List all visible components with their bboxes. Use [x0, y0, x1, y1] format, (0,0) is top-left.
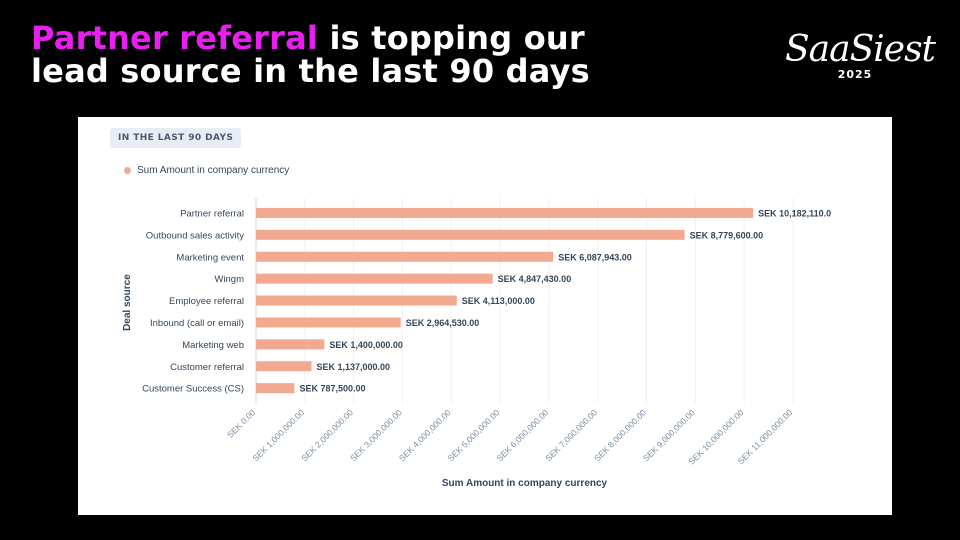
- category-label: Marketing event: [176, 252, 244, 263]
- date-range-badge: IN THE LAST 90 DAYS: [110, 128, 242, 148]
- x-tick-label: SEK 9,000,000.00: [641, 407, 697, 463]
- category-label: Partner referral: [180, 208, 244, 219]
- x-tick-label: SEK 8,000,000.00: [592, 407, 648, 463]
- x-tick-label: SEK 4,000,000.00: [397, 407, 453, 463]
- category-label: Wingm: [214, 274, 244, 285]
- bar: [256, 251, 554, 262]
- saasiest-logo: SaaSiest 2025: [785, 29, 936, 82]
- category-label: Inbound (call or email): [150, 318, 244, 329]
- x-tick-label: SEK 3,000,000.00: [348, 407, 404, 463]
- headline-line-1-rest: is topping our: [318, 19, 585, 57]
- legend-swatch: [124, 167, 131, 174]
- chart-card: IN THE LAST 90 DAYS Sum Amount in compan…: [78, 117, 892, 515]
- bar: [256, 339, 325, 350]
- x-tick-label: SEK 0.00: [225, 407, 258, 440]
- data-label: SEK 8,779,600.00: [690, 230, 764, 240]
- legend-label: Sum Amount in company currency: [137, 165, 290, 176]
- data-label: SEK 1,400,000.00: [329, 340, 403, 350]
- logo-wordmark: SaaSiest: [785, 29, 936, 70]
- data-label: SEK 1,137,000.00: [317, 362, 391, 372]
- x-tick-label: SEK 6,000,000.00: [494, 407, 550, 463]
- x-tick-label: SEK 5,000,000.00: [446, 407, 502, 463]
- headline-line-2: lead source in the last 90 days: [31, 52, 590, 90]
- category-label: Outbound sales activity: [146, 230, 244, 241]
- data-label: SEK 4,113,000.00: [462, 296, 535, 306]
- bar: [256, 361, 312, 372]
- headline-highlight: Partner referral: [31, 19, 319, 57]
- headline-line-1: Partner referral is topping our: [31, 22, 590, 55]
- bar: [256, 383, 295, 394]
- bar: [256, 273, 493, 284]
- data-label: SEK 6,087,943.00: [558, 252, 632, 262]
- x-axis-title: Sum Amount in company currency: [442, 478, 608, 489]
- x-tick-label: SEK 1,000,000.00: [250, 407, 306, 463]
- category-label: Customer Success (CS): [142, 384, 244, 395]
- category-label: Marketing web: [182, 340, 244, 351]
- bar: [256, 295, 457, 306]
- category-label: Customer referral: [170, 362, 244, 373]
- data-label: SEK 787,500.00: [299, 384, 365, 394]
- x-tick-label: SEK 7,000,000.00: [543, 407, 599, 463]
- category-label: Employee referral: [169, 296, 244, 307]
- y-axis-title: Deal source: [122, 274, 133, 331]
- slide-headline: Partner referral is topping our lead sou…: [31, 22, 590, 88]
- chart-legend: Sum Amount in company currency: [124, 165, 289, 176]
- bar: [256, 317, 401, 328]
- data-label: SEK 2,964,530.00: [406, 318, 480, 328]
- x-tick-label: SEK 11,000,000.00: [736, 407, 795, 466]
- bar: [256, 207, 754, 218]
- data-label: SEK 10,182,110.0: [758, 208, 831, 218]
- bar: [256, 229, 685, 240]
- x-tick-label: SEK 2,000,000.00: [299, 407, 355, 463]
- logo-year: 2025: [837, 68, 873, 81]
- data-label: SEK 4,847,430.00: [498, 274, 572, 284]
- bar-chart: Partner referral SEK 10,182,110.0 Outbound…: [122, 198, 831, 489]
